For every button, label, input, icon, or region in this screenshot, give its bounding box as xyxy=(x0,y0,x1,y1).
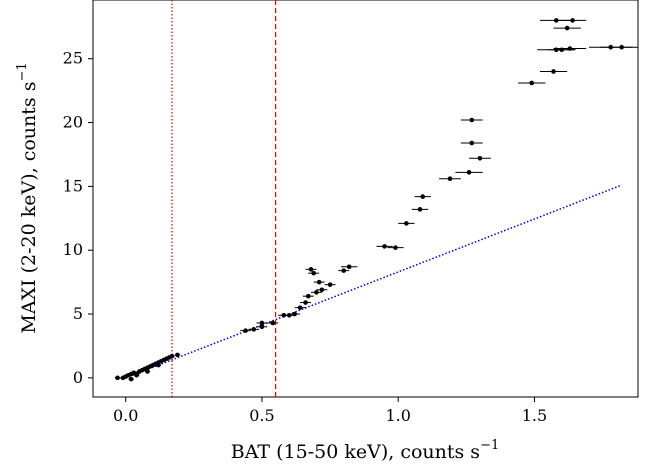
y-tick-label: 5 xyxy=(73,304,83,323)
fit-line-group xyxy=(125,184,622,379)
data-point xyxy=(469,140,475,146)
data-point xyxy=(529,80,535,86)
data-point xyxy=(420,194,426,199)
data-point xyxy=(327,282,333,287)
data-point xyxy=(134,372,139,378)
y-axis-unit-exponent: −1 xyxy=(15,62,30,81)
data-point xyxy=(469,117,475,123)
data-point xyxy=(417,207,423,212)
data-point xyxy=(564,25,570,31)
y-axis-title: MAXI (2-20 keV), counts s−1 xyxy=(15,62,40,333)
data-point xyxy=(553,18,559,23)
x-tick-label: 0.0 xyxy=(113,406,138,425)
data-point xyxy=(567,46,573,51)
y-tick-label: 20 xyxy=(63,113,83,132)
data-point xyxy=(447,176,453,182)
x-tick-label: 0.5 xyxy=(249,406,274,425)
y-tick-label: 25 xyxy=(63,49,83,68)
data-point xyxy=(145,369,150,374)
data-point xyxy=(311,270,317,276)
data-point xyxy=(305,293,311,299)
data-point xyxy=(382,244,387,249)
x-axis: 0.0 0.5 1.0 1.5 xyxy=(113,397,547,425)
data-point xyxy=(297,305,303,310)
data-point xyxy=(243,328,248,333)
data-point xyxy=(169,353,175,359)
data-point xyxy=(292,311,297,317)
data-point xyxy=(341,268,347,273)
data-point xyxy=(308,267,314,272)
x-tick-label: 1.0 xyxy=(385,406,410,425)
y-axis: 0 5 10 15 20 25 xyxy=(63,49,93,387)
data-point xyxy=(303,300,308,305)
data-point xyxy=(270,320,276,326)
data-point xyxy=(466,170,472,175)
data-points xyxy=(114,18,638,382)
data-point xyxy=(404,221,409,226)
data-point xyxy=(259,324,265,330)
fit-line xyxy=(125,184,622,379)
data-point xyxy=(346,264,352,270)
y-tick-label: 10 xyxy=(63,240,83,259)
data-point xyxy=(128,376,134,382)
x-axis-unit-exponent: −1 xyxy=(480,438,499,453)
data-point xyxy=(319,287,325,293)
x-axis-title: BAT (15-50 keV), counts s−1 xyxy=(231,438,499,463)
data-point xyxy=(316,279,322,285)
x-tick-label: 1.5 xyxy=(522,406,547,425)
data-point xyxy=(115,375,120,381)
data-point xyxy=(175,352,180,358)
data-point xyxy=(393,245,398,250)
data-point xyxy=(156,362,161,368)
data-point xyxy=(251,327,257,332)
plot-frame xyxy=(92,0,639,398)
data-point xyxy=(314,290,319,295)
data-point xyxy=(619,44,624,50)
y-tick-label: 0 xyxy=(73,368,83,387)
y-tick-label: 15 xyxy=(63,176,83,195)
data-point xyxy=(477,155,483,161)
reference-lines xyxy=(171,0,277,397)
data-point xyxy=(259,320,265,326)
data-point xyxy=(570,18,575,23)
data-point xyxy=(551,69,556,74)
